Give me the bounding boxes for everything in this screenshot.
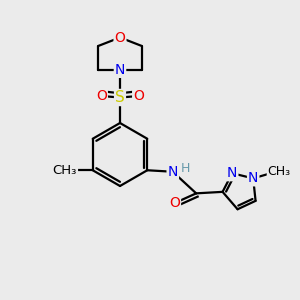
Text: O: O <box>133 89 144 103</box>
Text: O: O <box>169 196 180 210</box>
Text: N: N <box>168 165 178 179</box>
Text: S: S <box>115 90 125 105</box>
Text: N: N <box>115 63 125 77</box>
Text: N: N <box>227 166 237 180</box>
Text: H: H <box>181 162 190 175</box>
Text: O: O <box>96 89 107 103</box>
Text: CH₃: CH₃ <box>52 164 77 177</box>
Text: O: O <box>115 31 125 44</box>
Text: N: N <box>248 171 258 185</box>
Text: CH₃: CH₃ <box>268 165 291 178</box>
